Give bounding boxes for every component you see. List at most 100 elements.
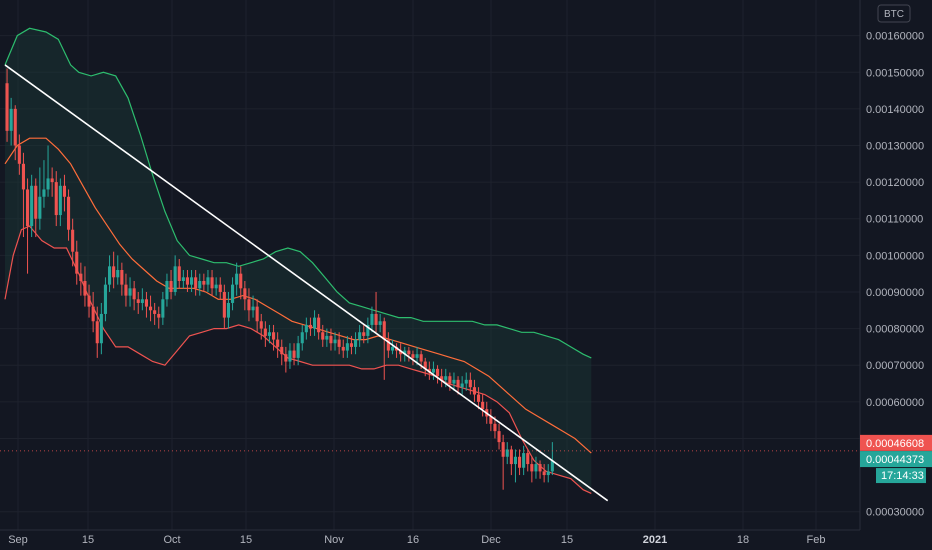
x-tick-label: Dec — [481, 534, 501, 546]
trendline-layer — [4, 64, 609, 502]
candle-body — [161, 299, 165, 318]
x-tick-label: 16 — [407, 534, 419, 546]
candle-body — [464, 379, 468, 384]
candle-body — [190, 277, 194, 285]
candle-body — [181, 277, 185, 281]
y-tick-label: 0.00030000 — [866, 507, 924, 519]
candle-body — [17, 145, 21, 164]
candle-body — [399, 350, 403, 355]
candle-body — [136, 299, 140, 303]
countdown-tag-bg — [876, 468, 926, 484]
candle-body — [505, 449, 509, 457]
candle-body — [349, 343, 353, 347]
candle-body — [50, 178, 54, 183]
middle-band-line — [4, 137, 592, 454]
candle-body — [112, 266, 116, 278]
candle-body — [38, 196, 42, 219]
candle-body — [423, 361, 427, 369]
y-tick-label: 0.00090000 — [866, 287, 924, 299]
candle-body — [120, 270, 124, 285]
candle-body — [263, 328, 267, 336]
candle-body — [157, 313, 161, 318]
candle-body — [313, 317, 317, 329]
candle-body — [62, 185, 66, 197]
candle-body — [489, 416, 493, 424]
x-tick-label: Sep — [8, 534, 28, 546]
candle-body — [173, 266, 177, 292]
candle-body — [407, 350, 411, 355]
candle-body — [448, 376, 452, 384]
candle-body — [522, 453, 526, 468]
candle-body — [26, 189, 30, 227]
candle-body — [251, 306, 255, 311]
candle-body — [284, 354, 288, 362]
countdown-tag: 17:14:33 — [881, 470, 924, 482]
candle-body — [272, 332, 276, 340]
candle-body — [534, 464, 538, 472]
candle-body — [206, 277, 210, 285]
x-tick-label: 15 — [561, 534, 573, 546]
candle-body — [468, 379, 472, 388]
candle-body — [304, 324, 308, 333]
x-tick-label: 2021 — [643, 534, 667, 546]
candle-body — [440, 376, 444, 380]
x-tick-label: 15 — [82, 534, 94, 546]
candle-body — [362, 332, 366, 336]
candle-body — [509, 449, 513, 465]
candle-body — [345, 343, 349, 351]
band-fill-area — [5, 28, 592, 494]
candle-body — [247, 299, 251, 311]
candle-body — [431, 368, 435, 373]
candle-body — [58, 185, 62, 216]
current-price-tag-bg — [860, 434, 932, 451]
candle-body — [30, 185, 34, 227]
currency-label: BTC — [884, 9, 904, 20]
candle-body — [296, 343, 300, 358]
candle-body — [513, 456, 517, 465]
candle-body — [42, 189, 46, 197]
candle-body — [530, 464, 534, 472]
candle-body — [300, 332, 304, 344]
last-price-tag: 0.00044373 — [866, 454, 924, 466]
candle-body — [501, 442, 505, 457]
candle-body — [366, 324, 370, 336]
candle-body — [235, 273, 239, 285]
candle-body — [185, 277, 189, 285]
candle-body — [382, 321, 386, 340]
candle-body — [71, 229, 75, 252]
candle-body — [21, 163, 25, 190]
candle-body — [308, 324, 312, 329]
candle-body — [481, 401, 485, 410]
candle-body — [456, 379, 460, 388]
candle-body — [444, 376, 448, 380]
candle-body — [177, 266, 181, 281]
candle-body — [526, 453, 530, 465]
candle-body — [386, 339, 390, 351]
candle-body — [321, 332, 325, 340]
candle-body — [374, 313, 378, 325]
candle-body — [288, 350, 292, 362]
candlesticks — [5, 68, 554, 490]
candle-body — [202, 280, 206, 285]
y-tick-label: 0.00100000 — [866, 250, 924, 262]
candle-body — [378, 321, 382, 325]
x-tick-label: Feb — [807, 534, 826, 546]
candle-body — [231, 284, 235, 303]
candle-body — [116, 270, 120, 278]
candle-body — [124, 284, 128, 296]
candle-body — [169, 280, 173, 292]
x-tick-label: Nov — [324, 534, 344, 546]
candle-body — [222, 291, 226, 318]
y-tick-label: 0.00070000 — [866, 360, 924, 372]
candle-body — [276, 339, 280, 347]
candle-body — [54, 182, 58, 216]
candle-body — [337, 339, 341, 347]
currency-badge[interactable] — [877, 4, 911, 23]
current-price-tag: 0.00046608 — [866, 438, 924, 450]
candle-body — [153, 310, 157, 314]
x-tick-label: Oct — [163, 534, 180, 546]
candle-body — [411, 354, 415, 358]
y-tick-label: 0.00130000 — [866, 140, 924, 152]
